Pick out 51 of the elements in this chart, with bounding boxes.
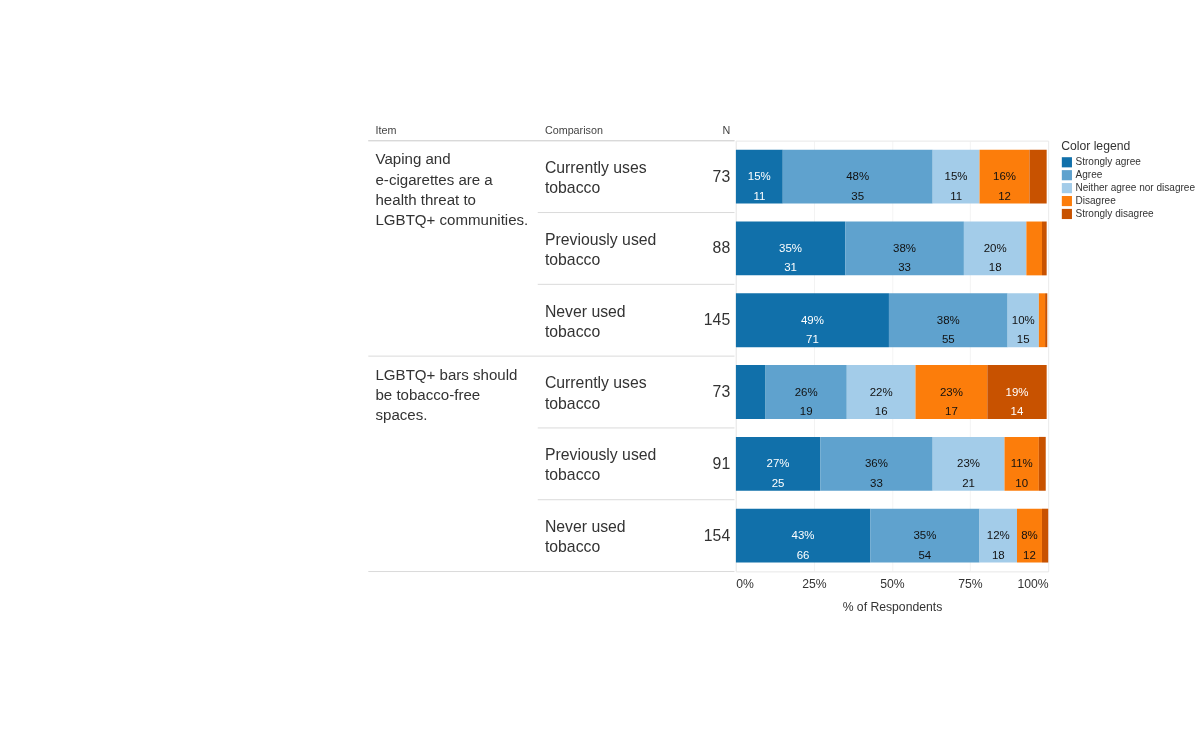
data-label: 23% 21 xyxy=(957,457,981,489)
data-label: 15% 11 xyxy=(747,170,771,202)
text: Item xyxy=(375,124,397,137)
data-label: 16% 12 xyxy=(993,170,1016,202)
data-label: 49% 71 xyxy=(800,313,824,346)
x-tick-label: 100% xyxy=(1017,577,1049,592)
data-label: 22% 16 xyxy=(869,385,893,417)
data-label: 38% 33 xyxy=(893,242,917,274)
legend-title: Color legend xyxy=(1061,139,1131,154)
legend-label: Agree xyxy=(1075,169,1103,181)
data-label: 15% 11 xyxy=(944,170,968,202)
x-tick-label: 25% xyxy=(802,577,827,592)
text: 88 xyxy=(712,239,731,257)
data-label: 43% 66 xyxy=(791,529,815,561)
text: 154 xyxy=(703,526,731,544)
legend-label: Strongly agree xyxy=(1075,156,1142,168)
text: N xyxy=(722,124,731,137)
x-tick-label: 50% xyxy=(880,577,905,592)
x-tick-label: 0% xyxy=(736,577,755,592)
y-tick-label: Currently uses tobacco xyxy=(544,374,647,412)
data-label: 10% 15 xyxy=(1011,313,1035,346)
y-tick-label: Currently uses tobacco xyxy=(544,159,647,197)
y-tick-label: Previously used tobacco xyxy=(544,446,657,484)
data-label: 23% 17 xyxy=(939,385,963,417)
y-tick-label: Previously used tobacco xyxy=(544,230,657,268)
data-label: 8% 12 xyxy=(1021,529,1038,561)
data-label: 36% 33 xyxy=(864,457,888,489)
data-label: 19% 14 xyxy=(1005,385,1029,417)
text: 91 xyxy=(712,454,731,472)
x-tick-label: 75% xyxy=(958,577,983,592)
data-label: 20% 18 xyxy=(983,242,1007,274)
text: 73 xyxy=(712,167,731,185)
data-label: 12% 18 xyxy=(986,529,1010,561)
x-axis-title: % of Respondents xyxy=(842,600,943,615)
data-label: 48% 35 xyxy=(846,170,870,202)
data-label: 11% 10 xyxy=(1010,457,1033,489)
text: LGBTQ+ bars should be tobacco-free spaces. xyxy=(375,365,518,424)
legend-label: Neither agree nor disagree xyxy=(1075,182,1196,193)
y-tick-label: Never used tobacco xyxy=(544,518,626,556)
text: Vaping and e-cigarettes are a health threat to LGBTQ+ communities. xyxy=(375,150,529,228)
data-label: 35% 31 xyxy=(779,242,803,274)
legend-label: Disagree xyxy=(1075,194,1117,206)
y-tick-label: Never used tobacco xyxy=(544,302,626,340)
data-label: 35% 54 xyxy=(913,529,937,561)
data-label: 26% 19 xyxy=(794,385,818,417)
text: 73 xyxy=(712,383,731,401)
text: Comparison xyxy=(544,124,603,137)
text: 145 xyxy=(703,311,731,329)
legend-label: Strongly disagree xyxy=(1075,207,1155,219)
data-label: 27% 25 xyxy=(766,457,790,489)
data-label: 38% 55 xyxy=(936,313,960,346)
